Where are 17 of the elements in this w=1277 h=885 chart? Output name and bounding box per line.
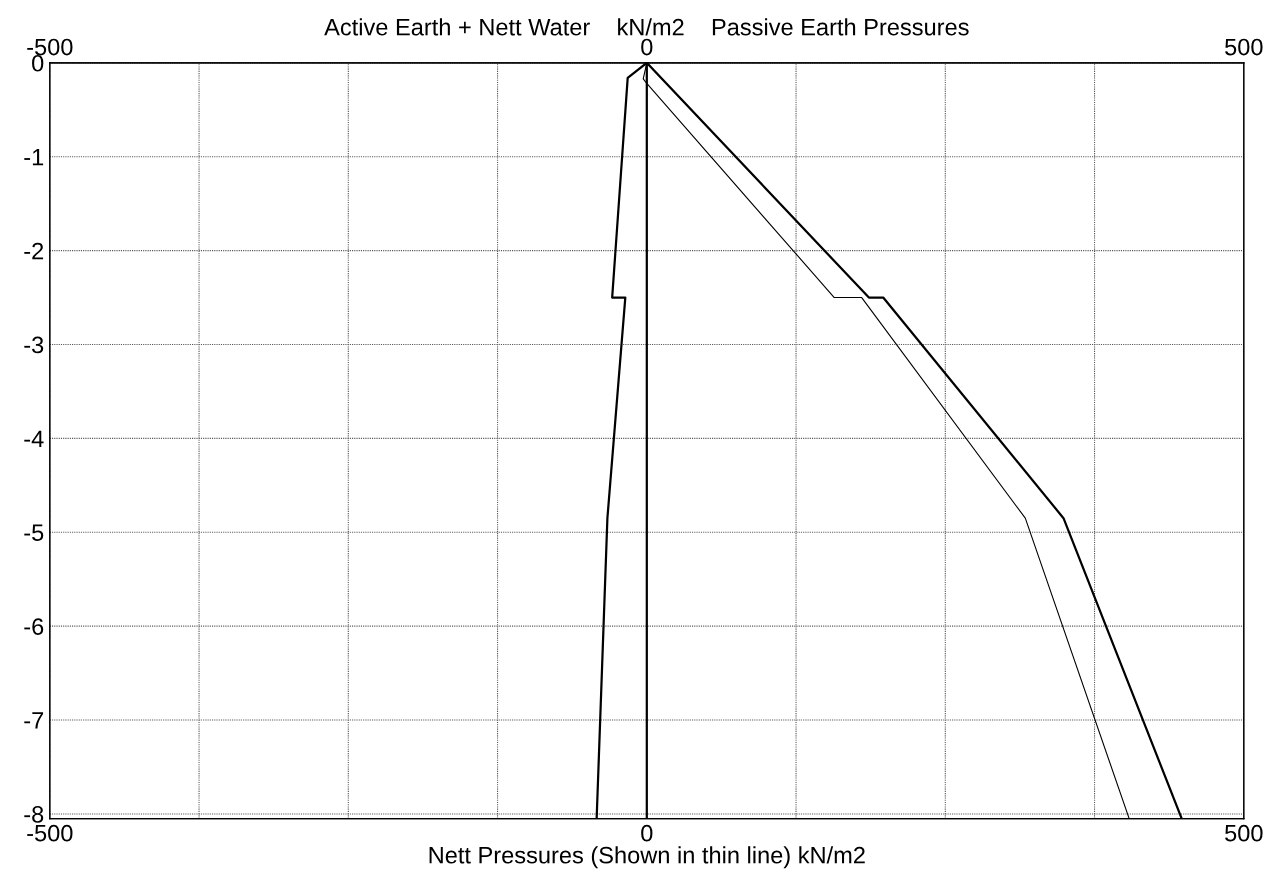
x2-tick-label: 500 (1225, 38, 1263, 56)
x-tick-label: -500 (27, 824, 73, 842)
x2-axis-title: Active Earth + Nett Water kN/m2 Passive Earth Pressures (324, 18, 969, 36)
y-tick-label: -6 (24, 618, 44, 635)
y-tick-label: -3 (24, 336, 44, 354)
y-tick-label: -5 (24, 524, 44, 542)
y-tick-label: -2 (24, 242, 44, 260)
y-tick-label: -1 (24, 149, 44, 166)
x-axis-title: Nett Pressures (Shown in thin line) kN/m2 (429, 846, 865, 869)
x2-tick-label: 0 (641, 38, 653, 56)
y-tick-label: -8 (24, 806, 44, 823)
y-tick-label: 0 (32, 54, 44, 72)
x-tick-label: 0 (641, 824, 653, 842)
x-tick-label: 500 (1225, 824, 1263, 842)
y-tick-label: -4 (24, 430, 44, 447)
y-tick-label: -7 (24, 712, 44, 729)
x2-tick-label: -500 (27, 38, 73, 56)
